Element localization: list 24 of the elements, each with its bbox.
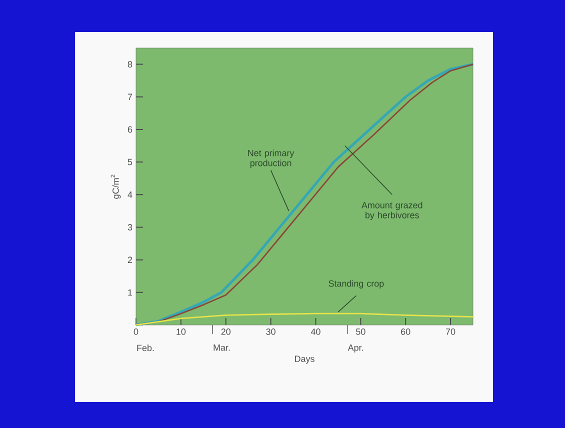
x-axis-title: Days bbox=[295, 356, 314, 364]
text: Apr. bbox=[348, 344, 363, 353]
x-tick-label: 50 bbox=[356, 328, 366, 335]
x-tick-label: 70 bbox=[446, 328, 456, 335]
y-tick-label: 7 bbox=[128, 94, 132, 100]
y-axis-title: gC/m$^{2}$ bbox=[110, 174, 121, 199]
y-tick-label: 2 bbox=[128, 256, 132, 263]
text: Feb. bbox=[137, 344, 154, 352]
x-tick-label: 30 bbox=[266, 328, 276, 335]
x-tick-label: 40 bbox=[310, 328, 320, 335]
y-tick-label: 6 bbox=[128, 126, 132, 133]
text: Mar. bbox=[214, 344, 230, 351]
x-tick-label: 0 bbox=[134, 328, 138, 335]
x-tick-label: 60 bbox=[401, 328, 410, 335]
y-tick-label: 1 bbox=[128, 289, 132, 296]
y-tick-label: 5 bbox=[128, 158, 132, 166]
y-tick-label: 3 bbox=[128, 224, 132, 230]
annotation: Standing crop bbox=[328, 280, 384, 288]
y-tick-label: 4 bbox=[128, 192, 132, 198]
x-tick-label: 10 bbox=[176, 328, 186, 335]
annotation: Net primary production bbox=[248, 150, 294, 168]
y-tick-label: 8 bbox=[128, 61, 132, 68]
x-tick-label: 20 bbox=[221, 328, 231, 335]
annotation: Amount grazed by herbivores bbox=[361, 202, 422, 220]
